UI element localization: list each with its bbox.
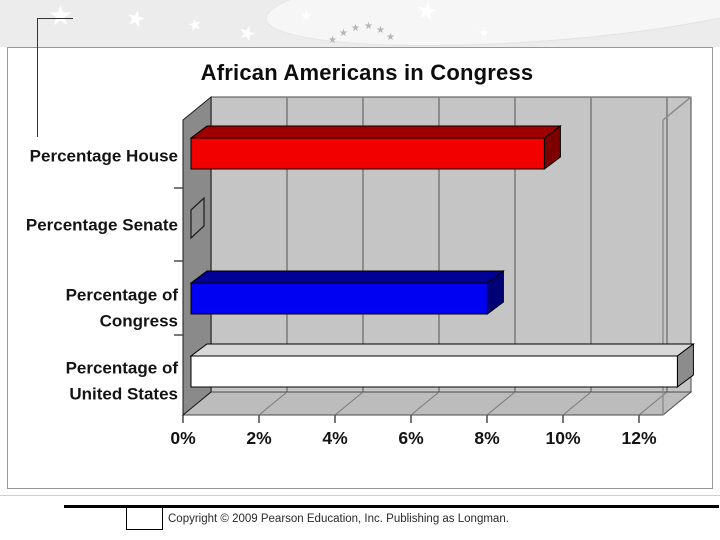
copyright-text: Copyright © 2009 Pearson Education, Inc.… bbox=[168, 513, 509, 525]
category-label: Percentage Senate bbox=[26, 216, 178, 235]
footer-divider bbox=[0, 495, 720, 496]
corner-bracket bbox=[37, 18, 73, 19]
corner-bracket bbox=[37, 18, 38, 137]
bar-chart: Percentage House Percentage Senate Percent… bbox=[26, 95, 695, 448]
bar-percentage-house bbox=[190, 137, 545, 170]
star-icon: ★ bbox=[376, 25, 385, 36]
star-icon: ★ bbox=[413, 0, 440, 27]
chart-title: African Americans in Congress bbox=[200, 60, 534, 85]
category-label: Percentage of bbox=[66, 286, 179, 305]
footer-bracket bbox=[126, 508, 163, 530]
floor-gridline bbox=[334, 391, 364, 416]
chart-side-wall bbox=[182, 95, 212, 417]
bar-top-face bbox=[189, 125, 562, 139]
floor-gridline bbox=[486, 391, 516, 416]
footer-rule bbox=[64, 505, 719, 508]
tick-label: 6% bbox=[398, 428, 424, 448]
chart-panel: African Americans in Congress Percentage… bbox=[7, 47, 713, 489]
bar-percentage-of-congress bbox=[190, 282, 488, 315]
star-icon: ★ bbox=[48, 0, 74, 31]
star-icon: ★ bbox=[328, 35, 337, 46]
star-icon: ★ bbox=[386, 32, 395, 43]
tick-label: 12% bbox=[621, 428, 656, 448]
bar-top-face bbox=[189, 270, 505, 284]
category-label: Percentage House bbox=[30, 147, 178, 166]
star-icon: ★ bbox=[235, 20, 259, 47]
bar-top-face bbox=[189, 343, 695, 357]
flag-watermark-band: ★ ★ ★ ★ ★ ★ ★ ★ ★ ★ ★ ★ ★ bbox=[0, 0, 720, 47]
tick-label: 8% bbox=[474, 428, 500, 448]
star-icon: ★ bbox=[351, 23, 360, 34]
bar-percentage-senate bbox=[190, 196, 205, 240]
star-icon: ★ bbox=[186, 15, 204, 36]
tick-label: 10% bbox=[545, 428, 580, 448]
star-icon: ★ bbox=[123, 3, 149, 34]
star-icon: ★ bbox=[478, 25, 490, 40]
star-icon: ★ bbox=[364, 21, 373, 32]
category-label: Percentage of bbox=[66, 359, 179, 378]
category-label: Congress bbox=[100, 312, 178, 331]
floor-gridline bbox=[258, 391, 288, 416]
right-wall-edge bbox=[662, 96, 692, 121]
floor-gridline bbox=[410, 391, 440, 416]
category-label: United States bbox=[69, 385, 178, 404]
tick-label: 0% bbox=[170, 428, 196, 448]
star-icon: ★ bbox=[339, 28, 348, 39]
bar-percentage-of-united-states bbox=[190, 355, 678, 388]
tick-label: 4% bbox=[322, 428, 348, 448]
chart-floor bbox=[181, 391, 693, 416]
tick-label: 2% bbox=[246, 428, 272, 448]
floor-gridline bbox=[562, 391, 592, 416]
star-icon: ★ bbox=[300, 7, 313, 23]
